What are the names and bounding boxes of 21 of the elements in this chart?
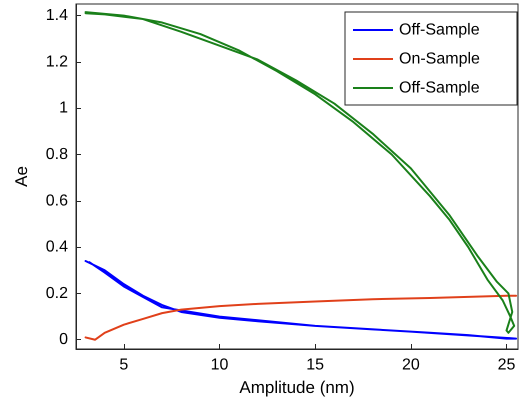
y-tick-label: 1 xyxy=(59,100,68,117)
y-tick-label: 1.4 xyxy=(46,7,68,24)
y-tick-label: 0 xyxy=(59,331,68,348)
y-axis-title: Ae xyxy=(12,166,31,187)
line-series xyxy=(84,294,518,341)
y-tick-label: 0.4 xyxy=(46,238,68,256)
x-tick-label: 20 xyxy=(402,356,420,374)
y-tick-label: 0.2 xyxy=(46,284,68,302)
x-tick-label: 25 xyxy=(498,356,516,374)
legend-label: Off-Sample xyxy=(399,22,480,38)
legend-label: Off-Sample xyxy=(399,80,480,96)
x-tick-label: 15 xyxy=(306,356,324,374)
line-series xyxy=(84,260,518,340)
y-tick-label: 0.8 xyxy=(46,146,68,164)
x-tick-label: 10 xyxy=(210,356,229,374)
y-tick-label: 0.6 xyxy=(46,192,68,210)
x-axis-title: Amplitude (nm) xyxy=(239,378,355,397)
line-series xyxy=(84,11,516,334)
y-tick-label: 1.2 xyxy=(46,53,68,70)
legend-label: On-Sample xyxy=(399,50,480,68)
x-tick-label: 5 xyxy=(119,356,128,374)
